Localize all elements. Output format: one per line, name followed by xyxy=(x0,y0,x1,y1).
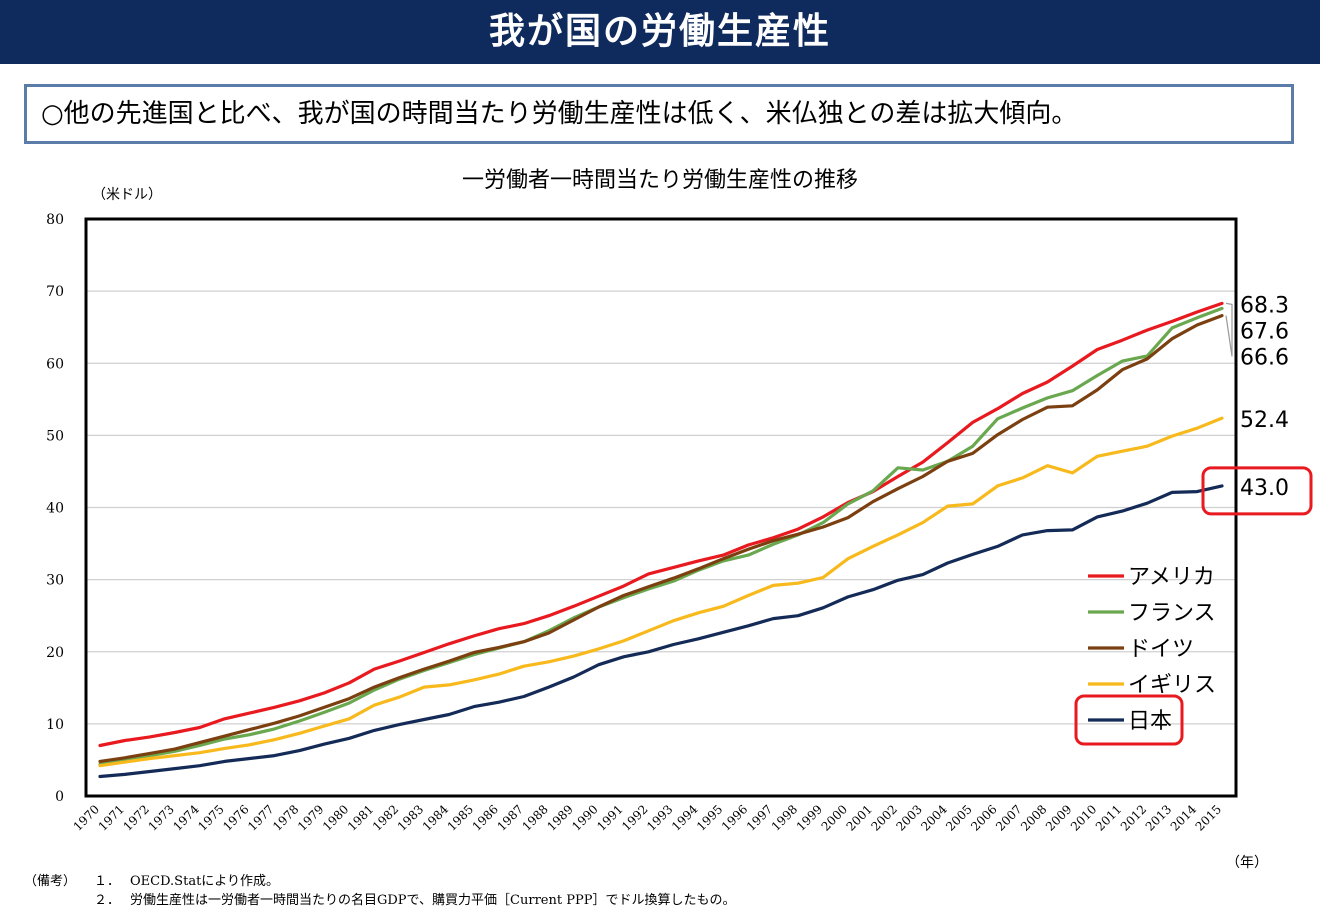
end-value-label: 68.3 xyxy=(1240,293,1289,318)
x-tick-label: 1977 xyxy=(245,802,276,833)
footnote-label: （備考） xyxy=(24,874,77,889)
footnote-number: １． xyxy=(94,874,121,889)
y-axis-unit-label: （米ドル） xyxy=(92,187,162,203)
footnote-1: （備考） １． OECD.Statにより作成。 xyxy=(24,872,735,891)
highlight-box-japan-legend xyxy=(1074,694,1184,746)
y-tick-label: 20 xyxy=(46,645,64,661)
x-tick-label: 1988 xyxy=(519,802,550,833)
footnote-number: ２． xyxy=(94,893,121,908)
x-tick-label: 2009 xyxy=(1043,802,1074,833)
end-label-bracket xyxy=(1225,302,1233,357)
x-tick-label: 1993 xyxy=(644,802,675,833)
x-tick-label: 1976 xyxy=(220,802,251,833)
x-tick-label: 1972 xyxy=(120,802,151,833)
x-tick-label: 1978 xyxy=(270,802,301,833)
x-tick-label: 2007 xyxy=(993,802,1024,833)
legend-label: ドイツ xyxy=(1128,637,1194,662)
x-tick-label: 2003 xyxy=(893,802,924,833)
y-tick-label: 40 xyxy=(46,501,64,517)
x-tick-label: 1981 xyxy=(345,802,376,833)
x-tick-label: 2008 xyxy=(1018,802,1049,833)
x-tick-label: 1985 xyxy=(445,802,476,833)
x-tick-label: 1998 xyxy=(769,802,800,833)
x-tick-label: 1994 xyxy=(669,802,701,834)
x-tick-label: 2015 xyxy=(1193,802,1224,833)
end-value-label: 43.0 xyxy=(1240,476,1289,501)
x-tick-label: 1983 xyxy=(395,802,426,833)
end-value-label: 52.4 xyxy=(1240,408,1289,433)
y-tick-label: 0 xyxy=(55,789,64,805)
y-tick-label: 80 xyxy=(46,212,64,228)
x-tick-label: 2006 xyxy=(968,802,999,833)
footnotes: （備考） １． OECD.Statにより作成。 ２． 労働生産性は一労働者一時間… xyxy=(24,872,735,910)
series-line xyxy=(98,301,1224,748)
x-tick-label: 1989 xyxy=(544,802,575,833)
x-tick-label: 1982 xyxy=(370,802,401,833)
end-value-label: 66.6 xyxy=(1240,345,1289,370)
x-tick-label: 1991 xyxy=(594,802,625,833)
x-tick-label: 2005 xyxy=(943,802,974,833)
y-tick-label: 10 xyxy=(46,717,64,733)
x-tick-label: 1973 xyxy=(145,802,176,833)
x-tick-label: 1995 xyxy=(694,802,725,833)
series-line xyxy=(98,306,1224,766)
footnote-text: 労働生産性は一労働者一時間当たりの名目GDPで、購買力平価［Current PP… xyxy=(130,893,736,908)
x-tick-label: 1975 xyxy=(195,802,226,833)
legend-label: アメリカ xyxy=(1128,565,1215,590)
y-tick-label: 50 xyxy=(46,428,64,444)
x-tick-label: 2012 xyxy=(1118,802,1149,833)
x-tick-label: 2004 xyxy=(918,802,950,834)
end-value-label: 67.6 xyxy=(1240,319,1289,344)
x-tick-label: 1990 xyxy=(569,802,600,833)
y-tick-label: 70 xyxy=(46,284,64,300)
x-tick-label: 2000 xyxy=(819,802,850,833)
x-tick-label: 1980 xyxy=(320,802,351,833)
plot-area-frame xyxy=(84,217,1238,798)
page-banner-title: 我が国の労働生産性 xyxy=(0,0,1320,64)
x-tick-label: 1970 xyxy=(71,802,102,833)
x-tick-label: 2001 xyxy=(844,802,875,833)
series-line xyxy=(98,416,1224,768)
chart-title: 一労働者一時間当たり労働生産性の推移 xyxy=(461,168,858,193)
x-tick-label: 2014 xyxy=(1168,802,1200,834)
footnote-2: ２． 労働生産性は一労働者一時間当たりの名目GDPで、購買力平価［Current… xyxy=(24,891,735,910)
y-tick-label: 30 xyxy=(46,573,64,589)
x-tick-label: 2002 xyxy=(868,802,899,833)
series-line xyxy=(98,314,1224,764)
footnote-text: OECD.Statにより作成。 xyxy=(130,874,280,889)
x-tick-label: 2011 xyxy=(1093,802,1124,833)
x-tick-label: 1997 xyxy=(744,802,775,833)
x-tick-label: 1974 xyxy=(170,802,202,834)
summary-box: ○他の先進国と比べ、我が国の時間当たり労働生産性は低く、米仏独との差は拡大傾向。 xyxy=(24,84,1294,144)
x-tick-label: 1987 xyxy=(494,802,525,833)
legend-label: イギリス xyxy=(1128,673,1216,698)
x-tick-label: 1979 xyxy=(295,802,326,833)
legend-label: フランス xyxy=(1128,601,1216,626)
y-tick-label: 60 xyxy=(46,356,64,372)
x-tick-label: 1999 xyxy=(794,802,825,833)
x-tick-label: 2013 xyxy=(1143,802,1174,833)
series-line xyxy=(98,484,1224,779)
x-tick-label: 1971 xyxy=(96,802,127,833)
x-tick-label: 2010 xyxy=(1068,802,1099,833)
legend-label: 日本 xyxy=(1128,709,1172,734)
x-axis-unit-label: （年） xyxy=(1226,855,1268,871)
x-tick-label: 1984 xyxy=(420,802,452,834)
x-tick-label: 1986 xyxy=(470,802,501,833)
x-tick-label: 1996 xyxy=(719,802,750,833)
x-tick-label: 1992 xyxy=(619,802,650,833)
highlight-box-japan-value xyxy=(1201,466,1313,516)
